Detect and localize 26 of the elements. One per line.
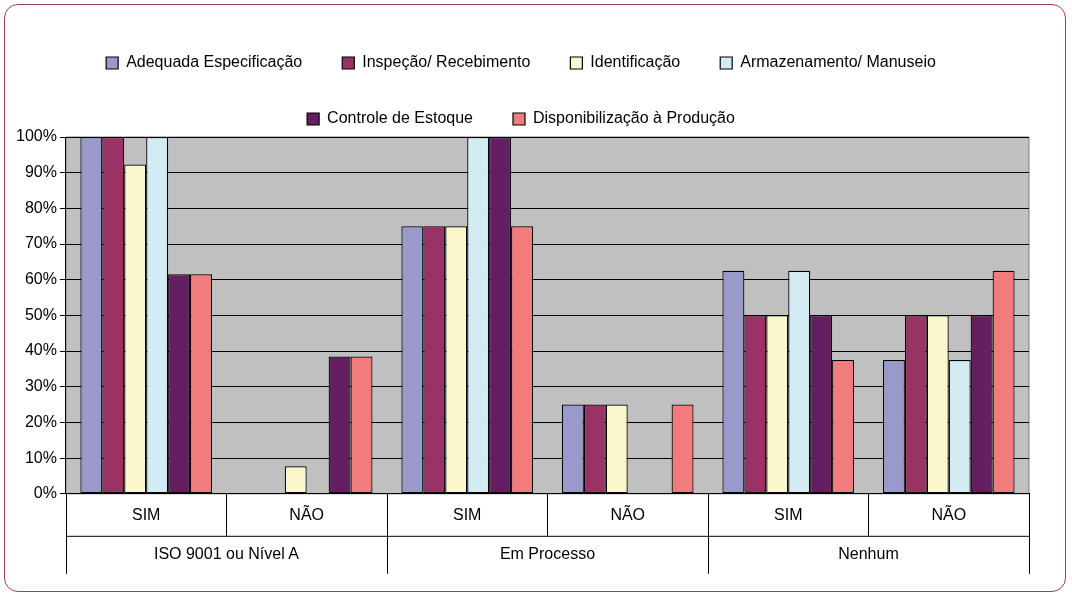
y-tick-label: 40% [24,341,57,359]
y-tick-label: 80% [24,198,57,216]
x-tick-label: SIM [131,505,161,523]
y-tick-label: 50% [24,305,57,323]
x-tick-label: NÃO [289,503,325,523]
x-tick-label: SIM [452,505,482,523]
y-tick-label: 10% [24,448,57,466]
legend-label: Disponibilização à Produção [532,109,735,127]
legend-label: Adequada Especificação [126,53,303,71]
x-tick-label: SIM [774,505,803,523]
legend-label: Controle de Estoque [327,109,474,127]
y-tick-label: 100% [16,127,57,145]
x-tick-label: NÃO [610,503,646,523]
y-tick-label: 0% [33,484,57,502]
text: Em Processo [499,545,596,563]
y-tick-label: 60% [24,270,57,288]
legend-label: Identificação [590,53,681,71]
y-tick-label: 20% [24,412,57,430]
legend-label: Armazenamento/ Manuseio [740,53,936,71]
y-tick-label: 30% [24,377,57,395]
x-tick-label: NÃO [931,503,967,523]
y-tick-label: 90% [24,163,57,181]
y-tick-label: 70% [24,234,57,252]
text: ISO 9001 ou Nível A [153,545,300,563]
legend-label: Inspeção/ Recebimento [362,53,531,71]
text: Nenhum [838,545,899,563]
